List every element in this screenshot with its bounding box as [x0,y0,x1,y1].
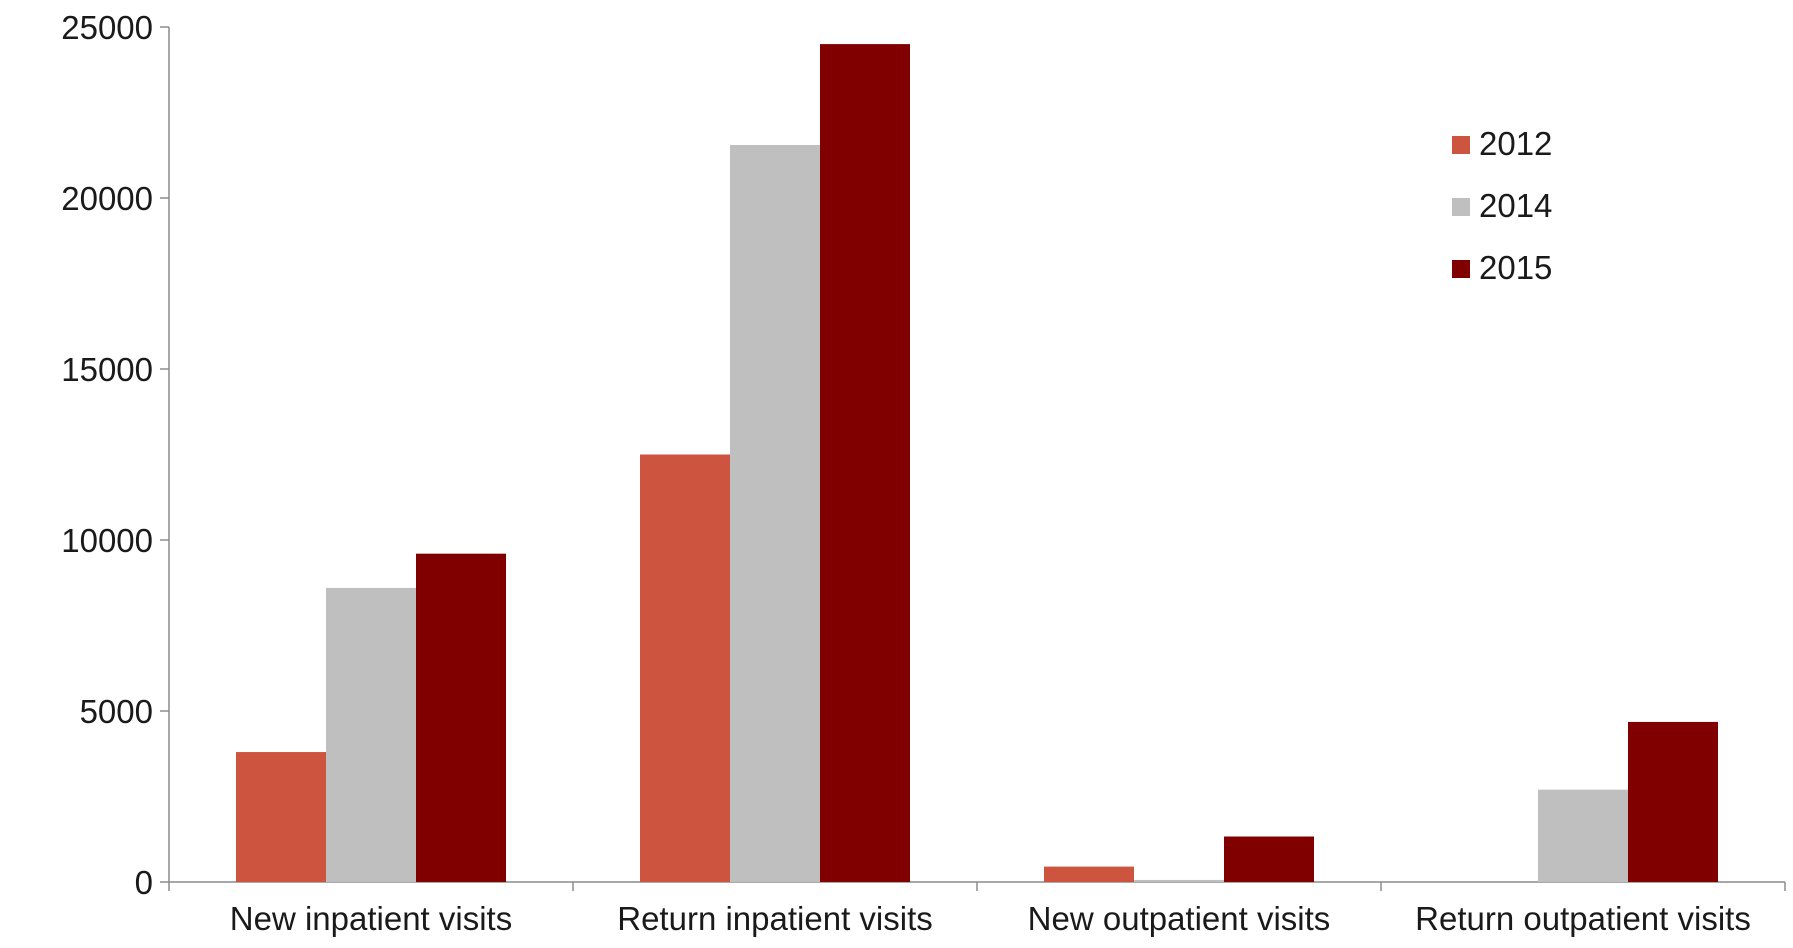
bar-2014-0 [326,587,416,882]
y-axis: 0 5000 10000 15000 20000 25000 [61,9,170,901]
y-tick-label: 5000 [80,693,153,730]
legend-label: 2015 [1479,249,1552,286]
legend-label: 2014 [1479,187,1552,224]
bar-2015-3 [1628,721,1718,882]
bar-2014-3 [1538,789,1628,882]
y-tick-label: 25000 [61,9,153,46]
x-category-label: New inpatient visits [230,900,512,937]
bar-2014-2 [1134,879,1224,882]
bar-2015-2 [1224,836,1314,882]
x-category-label: New outpatient visits [1028,900,1331,937]
legend-swatch-2012 [1452,136,1470,154]
y-tick-label: 15000 [61,351,153,388]
bar-2014-1 [730,144,820,883]
legend-swatch-2015 [1452,260,1470,278]
y-tick-label: 0 [135,864,153,901]
legend-swatch-2014 [1452,198,1470,216]
x-category-label: Return inpatient visits [617,900,932,937]
x-category-label: Return outpatient visits [1415,900,1751,937]
legend-label: 2012 [1479,125,1552,162]
bar-2012-1 [640,454,730,882]
y-tick-label: 10000 [61,522,153,559]
x-axis: New inpatient visits Return inpatient vis… [168,881,1786,937]
bars [236,44,1718,883]
bar-2012-0 [236,752,326,882]
legend: 2012 2014 2015 [1452,125,1552,286]
y-tick-label: 20000 [61,180,153,217]
bar-2015-0 [416,553,506,882]
bar-2015-1 [820,44,910,883]
bar-2012-2 [1044,866,1134,882]
